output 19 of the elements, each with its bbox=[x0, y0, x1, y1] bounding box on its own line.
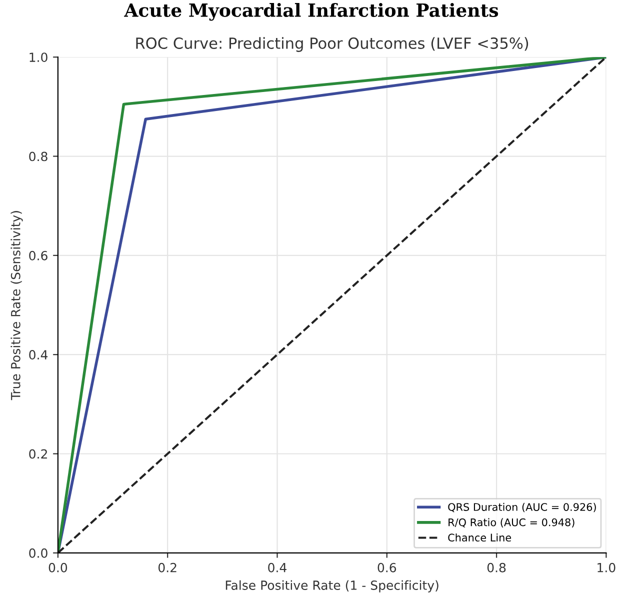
chart-subtitle: ROC Curve: Predicting Poor Outcomes (LVEF <35%) bbox=[136, 37, 528, 52]
y-tick-label: 0.8 bbox=[29, 152, 48, 162]
x-tick-label: 1.0 bbox=[598, 562, 616, 572]
x-axis-title: False Positive Rate (1 - Specificity) bbox=[226, 580, 438, 592]
chart-title: Acute Myocardial Infarction Patients bbox=[124, 3, 498, 21]
y-tick-label: 0.6 bbox=[29, 250, 48, 260]
x-tick-label: 0.0 bbox=[48, 562, 68, 572]
y-tick-label: 1.0 bbox=[30, 52, 48, 62]
y-tick-label: 0.4 bbox=[29, 350, 48, 360]
y-tick-label: 0.0 bbox=[29, 548, 48, 558]
legend-label: R/Q Ratio (AUC = 0.948) bbox=[448, 518, 574, 528]
legend-label: Chance Line bbox=[448, 533, 512, 542]
y-axis-title: True Positive Rate (Sensitivity) bbox=[10, 211, 23, 400]
legend-label: QRS Duration (AUC = 0.926) bbox=[448, 502, 596, 512]
x-tick-label: 0.8 bbox=[487, 562, 506, 572]
x-tick-label: 0.6 bbox=[378, 562, 396, 572]
x-tick-label: 0.2 bbox=[158, 562, 176, 572]
y-tick-label: 0.2 bbox=[29, 449, 47, 459]
x-tick-label: 0.4 bbox=[268, 562, 286, 572]
